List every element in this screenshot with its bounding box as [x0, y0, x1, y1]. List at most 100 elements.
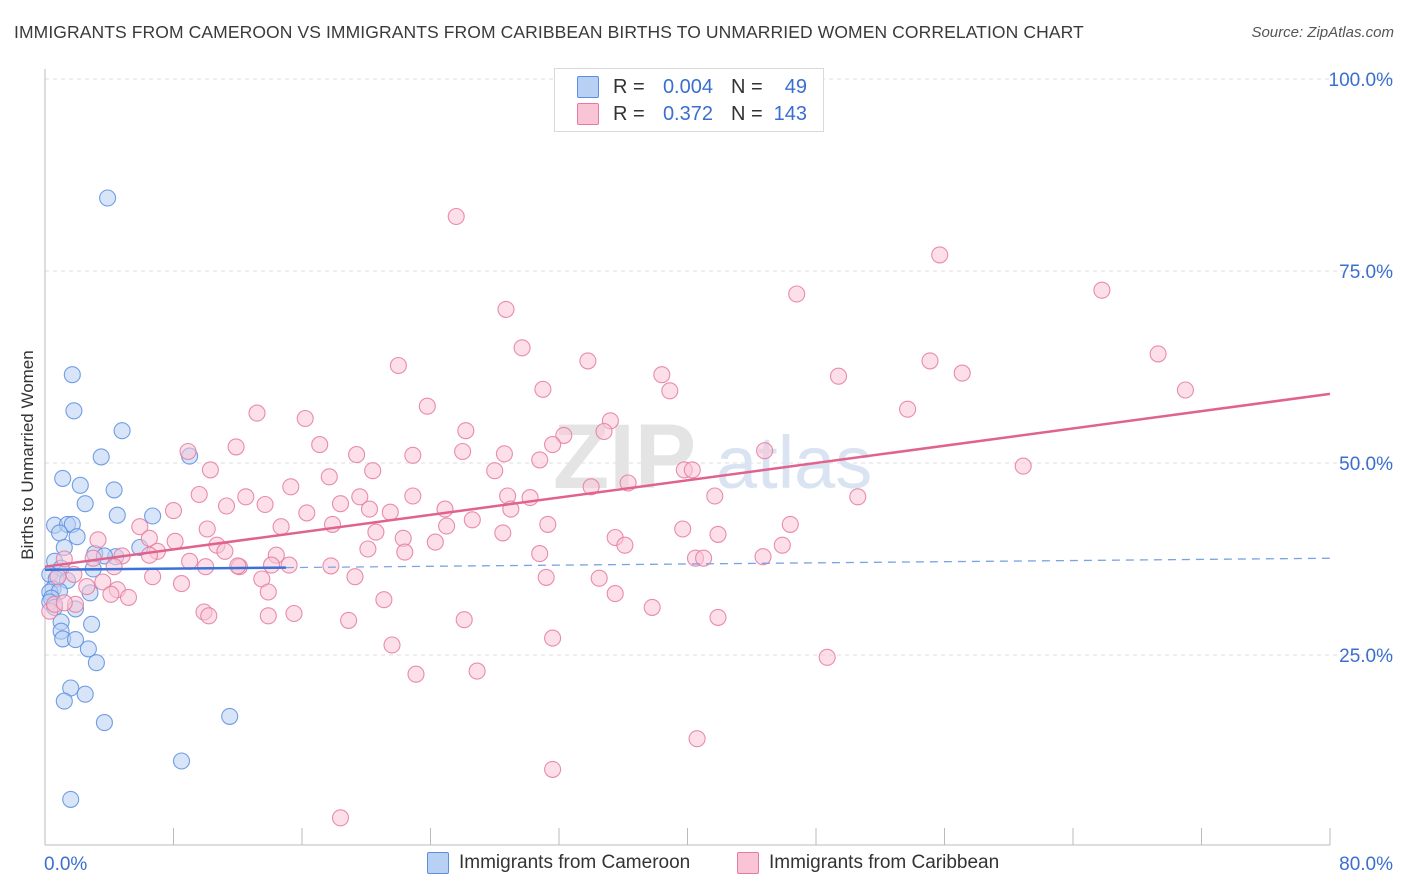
- caribbean-point: [396, 543, 414, 561]
- caribbean-point: [282, 478, 300, 496]
- legend-item-caribbean[interactable]: Immigrants from Caribbean: [737, 852, 999, 874]
- caribbean-point: [348, 446, 366, 464]
- n-label: N =: [731, 75, 763, 98]
- n-value-cameroon: 49: [784, 75, 807, 98]
- cameroon-point: [105, 481, 123, 499]
- caribbean-point: [754, 548, 772, 566]
- caribbean-point: [262, 556, 281, 574]
- caribbean-point: [404, 446, 422, 464]
- caribbean-point: [486, 462, 504, 480]
- caribbean-point: [468, 662, 486, 680]
- tick-labels: 25.0% 50.0% 75.0% 100.0% 0.0% 80.0%: [44, 70, 1393, 875]
- caribbean-point: [404, 487, 422, 505]
- caribbean-point: [531, 451, 549, 469]
- caribbean-point: [296, 409, 314, 428]
- caribbean-point: [164, 502, 183, 520]
- caribbean-point: [179, 442, 197, 461]
- legend-swatch-caribbean: [737, 852, 759, 874]
- caribbean-point: [544, 760, 562, 778]
- caribbean-point: [463, 511, 481, 529]
- x-tick-label: 80.0%: [1339, 854, 1393, 875]
- cameroon-point: [76, 685, 94, 703]
- caribbean-point: [544, 629, 562, 647]
- caribbean-point: [495, 445, 513, 463]
- caribbean-point: [407, 665, 425, 683]
- series-legend: Immigrants from Cameroon Immigrants from…: [0, 852, 1406, 878]
- y-axis-label: Births to Unmarried Women: [18, 350, 37, 559]
- legend-swatch-cameroon: [577, 76, 599, 98]
- caribbean-point: [494, 524, 512, 542]
- caribbean-point: [285, 604, 303, 623]
- caribbean-point: [455, 611, 473, 629]
- caribbean-point: [643, 598, 661, 616]
- trend-lines: [44, 392, 1331, 572]
- caribbean-point: [331, 809, 350, 827]
- caribbean-point: [688, 730, 706, 748]
- caribbean-point: [216, 542, 234, 560]
- caribbean-point: [537, 568, 555, 586]
- caribbean-point: [381, 503, 399, 521]
- caribbean-point: [454, 442, 472, 461]
- caribbean-point: [426, 533, 444, 551]
- caribbean-point: [229, 557, 247, 575]
- caribbean-point: [375, 591, 393, 609]
- caribbean-point: [781, 515, 799, 533]
- caribbean-point: [105, 558, 123, 576]
- caribbean-point: [818, 648, 836, 666]
- caribbean-point: [78, 578, 96, 596]
- caribbean-point: [606, 585, 624, 603]
- y-tick-label: 75.0%: [1339, 262, 1393, 283]
- caribbean-point: [102, 585, 120, 603]
- caribbean-point: [695, 549, 713, 567]
- caribbean-point: [590, 569, 608, 587]
- legend-item-cameroon[interactable]: Immigrants from Cameroon: [427, 852, 690, 874]
- caribbean-point: [346, 568, 364, 586]
- cameroon-point: [99, 189, 117, 207]
- cameroon-point: [63, 366, 81, 384]
- cameroon-trend-solid: [44, 566, 286, 572]
- caribbean-point: [829, 367, 848, 385]
- caribbean-point: [351, 488, 369, 506]
- caribbean-point: [661, 382, 679, 400]
- n-value-caribbean: 143: [773, 102, 807, 125]
- chart-title: IMMIGRANTS FROM CAMEROON VS IMMIGRANTS F…: [14, 22, 1084, 42]
- caribbean-point: [418, 397, 436, 415]
- watermark-zip: ZIP: [553, 406, 696, 508]
- watermark: ZIP atlas: [553, 406, 872, 508]
- caribbean-point: [582, 478, 600, 496]
- cameroon-point: [68, 528, 86, 546]
- caribbean-point: [198, 520, 216, 538]
- cameroon-point: [71, 476, 89, 494]
- caribbean-point: [259, 583, 277, 601]
- caribbean-point: [119, 588, 138, 606]
- caribbean-point: [539, 515, 557, 533]
- caribbean-point: [513, 339, 531, 357]
- cameroon-point: [62, 790, 80, 808]
- caribbean-point: [322, 557, 340, 575]
- n-label: N =: [731, 102, 763, 125]
- caribbean-point: [140, 546, 158, 564]
- cameroon-point: [79, 640, 97, 658]
- caribbean-point: [921, 352, 939, 370]
- cameroon-point: [54, 469, 72, 487]
- caribbean-point: [197, 558, 215, 576]
- cameroon-point: [66, 631, 85, 649]
- caribbean-point: [367, 523, 385, 541]
- caribbean-point: [55, 594, 73, 612]
- caribbean-point: [359, 540, 377, 558]
- cameroon-point: [50, 524, 69, 542]
- caribbean-point: [653, 366, 671, 384]
- source-label: Source: ZipAtlas.com: [1251, 24, 1394, 41]
- cameroon-point: [83, 615, 101, 633]
- caribbean-point: [49, 568, 67, 586]
- caribbean-point: [340, 611, 358, 629]
- series-cameroon-points: [41, 189, 239, 808]
- caribbean-point: [706, 487, 724, 505]
- legend-swatch-cameroon: [427, 852, 449, 874]
- caribbean-point: [331, 495, 350, 513]
- caribbean-point: [320, 468, 338, 486]
- cameroon-point: [108, 506, 126, 524]
- caribbean-point: [272, 518, 290, 536]
- cameroon-point: [55, 692, 73, 710]
